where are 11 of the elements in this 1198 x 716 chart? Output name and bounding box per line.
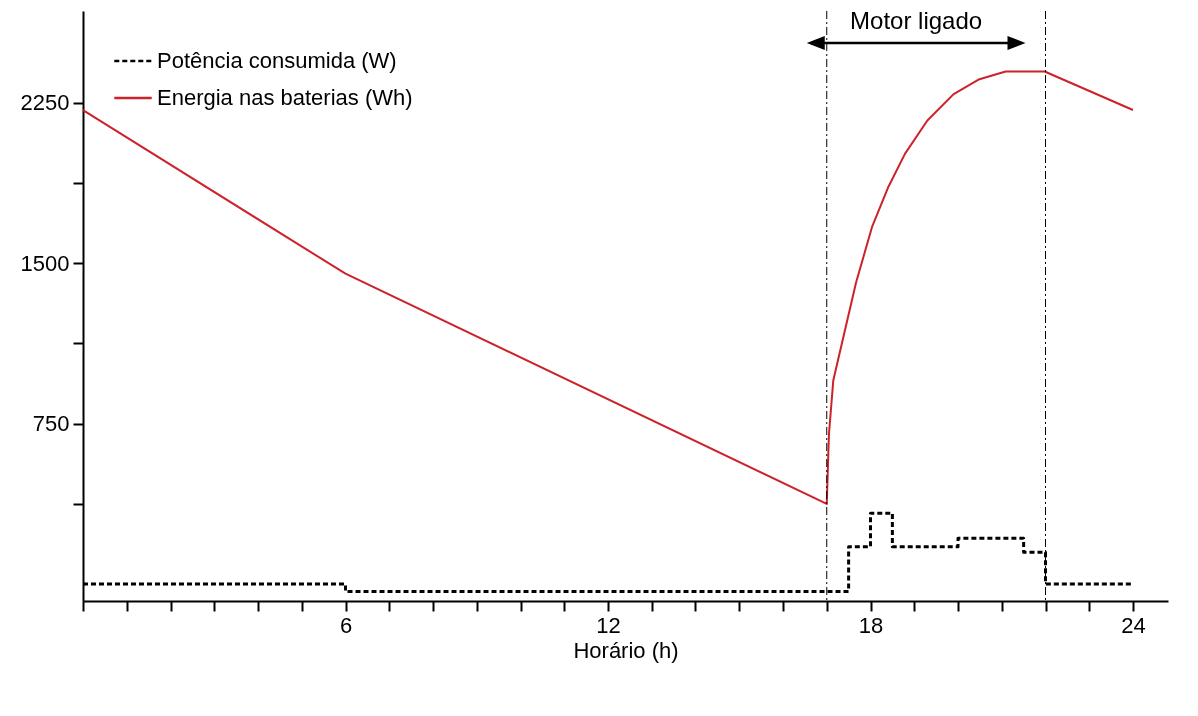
y-tick-label: 1500 (20, 250, 70, 276)
y-tick-label: 750 (32, 411, 70, 437)
legend-label: Energia nas baterias (Wh) (157, 85, 413, 110)
legend-label: Potência consumida (W) (157, 48, 397, 73)
x-axis-title: Horário (h) (573, 637, 679, 663)
x-tick-label: 6 (339, 612, 353, 638)
y-tick-label: 2250 (20, 90, 70, 116)
x-tick-label: 18 (858, 612, 884, 638)
annotation: Motor ligado (850, 7, 983, 34)
x-tick-label: 12 (596, 612, 621, 638)
x-tick-label: 24 (1121, 612, 1146, 638)
